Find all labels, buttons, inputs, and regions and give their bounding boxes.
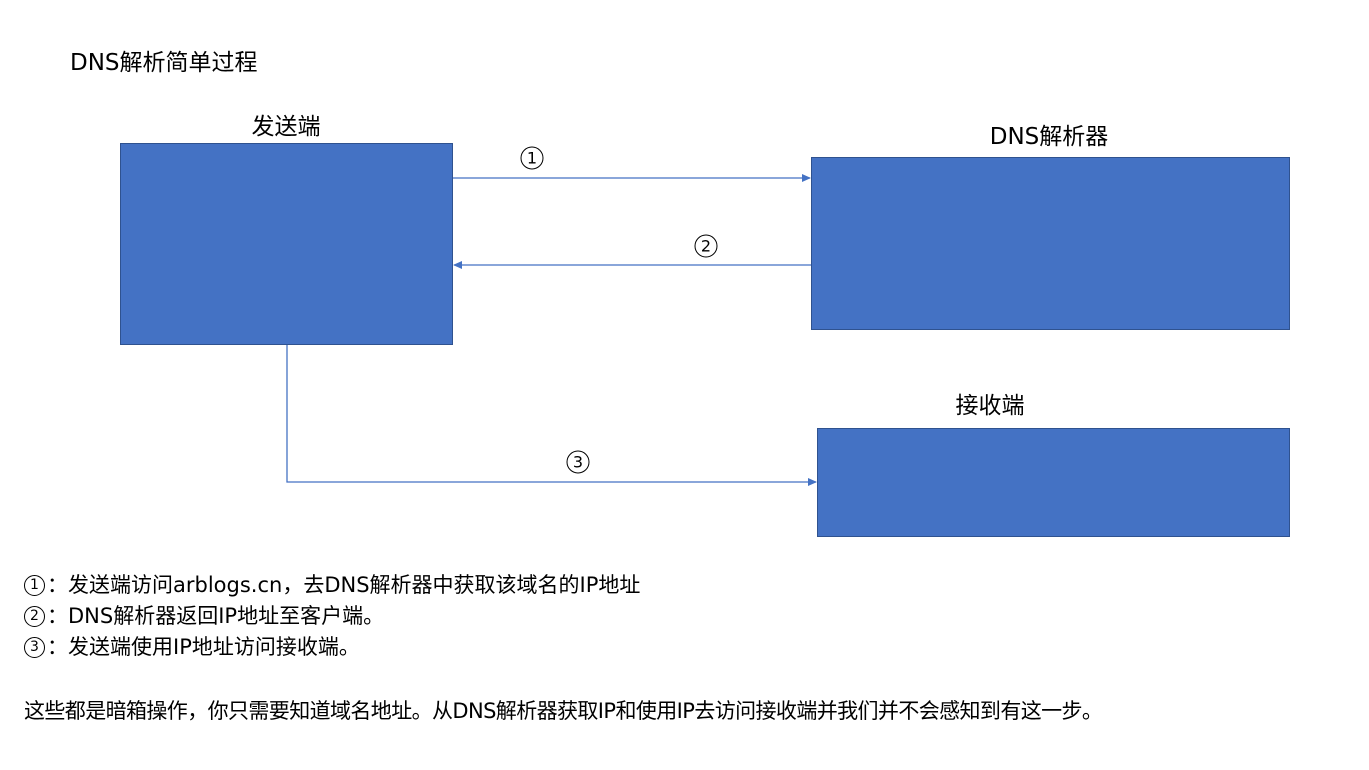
note-1-number: 1	[24, 575, 45, 596]
step-3-arrow	[286, 345, 817, 486]
note-step-3: 3 ： 发送端使用IP地址访问接收端。	[24, 632, 640, 663]
dns-resolver-box	[811, 157, 1290, 330]
diagram-title: DNS解析简单过程	[70, 50, 258, 76]
note-1-separator: ：	[47, 573, 68, 597]
step-1-marker: 1	[520, 146, 544, 170]
note-2-text: DNS解析器返回IP地址至客户端。	[68, 604, 385, 628]
step-2-marker: 2	[694, 234, 718, 258]
receiver-box	[817, 428, 1290, 537]
note-2-number: 2	[24, 606, 45, 627]
note-3-text: 发送端使用IP地址访问接收端。	[68, 635, 360, 659]
note-step-2: 2 ： DNS解析器返回IP地址至客户端。	[24, 601, 640, 632]
sender-label: 发送端	[251, 114, 321, 140]
note-step-1: 1 ： 发送端访问arblogs.cn，去DNS解析器中获取该域名的IP地址	[24, 570, 640, 601]
dns-resolver-label: DNS解析器	[989, 124, 1109, 150]
sender-box	[120, 143, 453, 345]
summary-text: 这些都是暗箱操作，你只需要知道域名地址。从DNS解析器获取IP和使用IP去访问接…	[24, 699, 1103, 723]
note-2-separator: ：	[47, 604, 68, 628]
step-notes: 1 ： 发送端访问arblogs.cn，去DNS解析器中获取该域名的IP地址 2…	[24, 570, 640, 663]
note-3-separator: ：	[47, 635, 68, 659]
step-3-marker: 3	[566, 450, 590, 474]
receiver-label: 接收端	[955, 393, 1025, 419]
note-3-number: 3	[24, 637, 45, 658]
note-1-text: 发送端访问arblogs.cn，去DNS解析器中获取该域名的IP地址	[68, 573, 641, 597]
